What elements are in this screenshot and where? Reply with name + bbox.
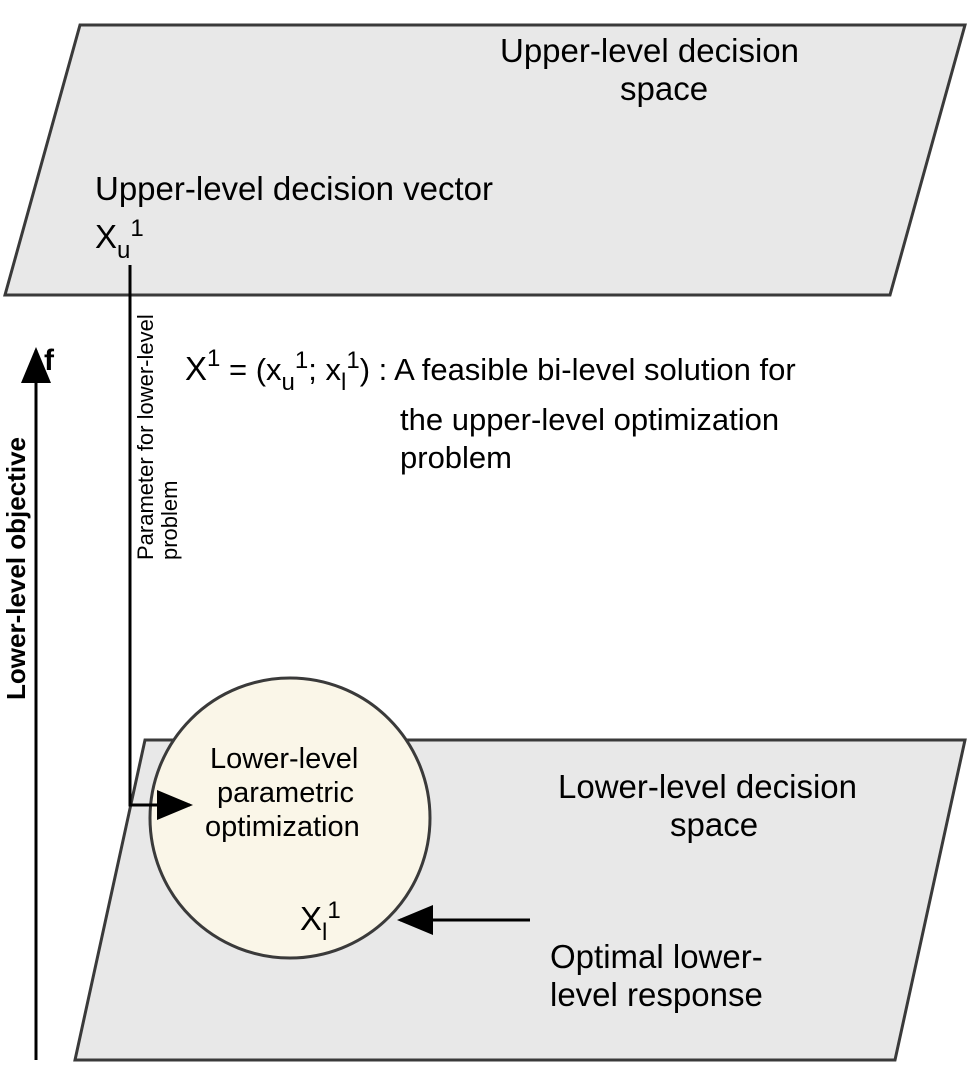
param-label-line2: problem: [157, 481, 182, 560]
x1-equation-line3: problem: [400, 440, 512, 475]
left-axis-label: Lower-level objective: [1, 437, 31, 700]
f-label: f: [44, 344, 55, 377]
diagram-container: Upper-level decision space Upper-level d…: [0, 0, 972, 1071]
optimal-label-line1: Optimal lower-: [550, 938, 763, 975]
circle-label-line1: Lower-level: [210, 743, 358, 775]
circle-label-line2: parametric: [217, 777, 354, 809]
upper-space-label-line2: space: [620, 70, 708, 107]
upper-vector-label: Upper-level decision vector: [95, 170, 493, 207]
lower-space-label-line2: space: [670, 806, 758, 843]
diagram-svg: Upper-level decision space Upper-level d…: [0, 0, 972, 1071]
optimal-label-line2: level response: [550, 976, 763, 1013]
upper-parallelogram: [5, 25, 965, 295]
lower-space-label-line1: Lower-level decision: [558, 768, 857, 805]
upper-space-label-line1: Upper-level decision: [500, 32, 799, 69]
param-label-line1: Parameter for lower-level: [133, 314, 158, 560]
x1-equation-line1: X1 = (xu1; xl1) : A feasible bi-level so…: [185, 345, 796, 396]
x1-equation-line2: the upper-level optimization: [400, 402, 779, 437]
circle-label-line3: optimization: [205, 811, 360, 843]
